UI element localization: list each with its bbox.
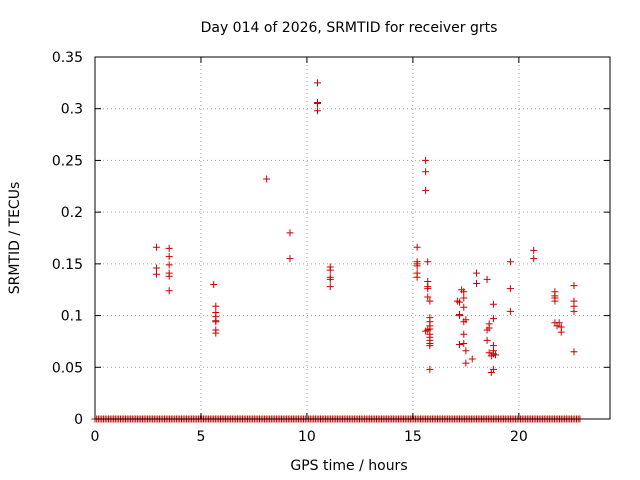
data-point xyxy=(426,365,434,373)
y-tick-label: 0.35 xyxy=(52,50,83,66)
y-tick-label: 0.3 xyxy=(61,102,83,118)
axis-ticks: 0 5 10 15 20 0 0.05 0.1 0.15 0.2 0.25 0.3 0.35 xyxy=(52,50,610,445)
data-point xyxy=(424,285,432,293)
data-point xyxy=(460,294,468,302)
data-point xyxy=(485,324,493,332)
data-point xyxy=(489,300,497,308)
x-tick-label: 0 xyxy=(91,429,100,445)
data-point xyxy=(460,318,468,326)
grid xyxy=(95,57,610,419)
data-point xyxy=(557,328,565,336)
data-point xyxy=(212,302,220,310)
data-point xyxy=(456,298,464,306)
data-point xyxy=(165,253,173,261)
data-point xyxy=(460,303,468,311)
data-point xyxy=(413,273,421,281)
data-point xyxy=(152,270,160,278)
data-point xyxy=(462,359,470,367)
data-point xyxy=(472,280,480,288)
x-tick-label: 20 xyxy=(510,429,528,445)
data-point xyxy=(570,348,578,356)
data-point xyxy=(152,243,160,251)
y-tick-label: 0 xyxy=(74,412,83,428)
data-point xyxy=(462,347,470,355)
data-point xyxy=(314,100,322,108)
chart-title: Day 014 of 2026, SRMTID for receiver grt… xyxy=(201,20,498,36)
x-tick-label: 15 xyxy=(404,429,422,445)
data-point xyxy=(210,281,218,289)
data-point xyxy=(263,175,271,183)
data-point xyxy=(460,288,468,296)
data-point xyxy=(422,186,430,194)
data-point xyxy=(413,243,421,251)
data-series xyxy=(91,79,584,423)
data-point xyxy=(506,307,514,315)
data-point xyxy=(314,107,322,115)
data-point xyxy=(506,285,514,293)
data-point xyxy=(286,255,294,263)
y-tick-label: 0.2 xyxy=(61,205,83,221)
data-point xyxy=(422,327,430,335)
data-point xyxy=(314,79,322,87)
data-point xyxy=(489,315,497,323)
y-tick-label: 0.25 xyxy=(52,153,83,169)
data-point xyxy=(422,168,430,176)
data-point xyxy=(570,282,578,290)
data-point xyxy=(487,352,495,360)
data-point xyxy=(487,368,495,376)
y-tick-label: 0.05 xyxy=(52,360,83,376)
data-point xyxy=(468,355,476,363)
data-point xyxy=(152,264,160,272)
data-point xyxy=(506,258,514,266)
data-point xyxy=(422,156,430,164)
data-point xyxy=(326,275,334,283)
x-tick-label: 10 xyxy=(298,429,316,445)
data-point xyxy=(424,293,432,301)
x-axis-label: GPS time / hours xyxy=(290,458,407,474)
data-point xyxy=(456,341,464,349)
data-point xyxy=(413,262,421,270)
data-point xyxy=(492,351,500,359)
data-point xyxy=(165,287,173,295)
y-axis-label: SRMTID / TECUs xyxy=(7,182,23,295)
data-point xyxy=(456,312,464,320)
plot-area-frame xyxy=(94,56,611,420)
data-point xyxy=(570,307,578,315)
data-point xyxy=(555,319,563,327)
data-point xyxy=(483,336,491,344)
data-point xyxy=(212,329,220,337)
data-point xyxy=(472,269,480,277)
data-point xyxy=(165,244,173,252)
data-point xyxy=(165,272,173,280)
data-point xyxy=(551,297,559,305)
data-point xyxy=(460,330,468,338)
y-tick-label: 0.1 xyxy=(61,309,83,325)
data-point xyxy=(530,255,538,263)
data-point xyxy=(326,283,334,291)
data-point xyxy=(286,229,294,237)
data-point xyxy=(460,339,468,347)
data-point xyxy=(326,266,334,274)
data-point xyxy=(165,261,173,269)
data-point xyxy=(424,258,432,266)
data-point xyxy=(212,318,220,326)
data-point xyxy=(483,275,491,283)
data-point xyxy=(426,297,434,305)
x-tick-label: 5 xyxy=(197,429,206,445)
data-point xyxy=(530,246,538,254)
y-tick-label: 0.15 xyxy=(52,257,83,273)
data-point xyxy=(426,342,434,350)
